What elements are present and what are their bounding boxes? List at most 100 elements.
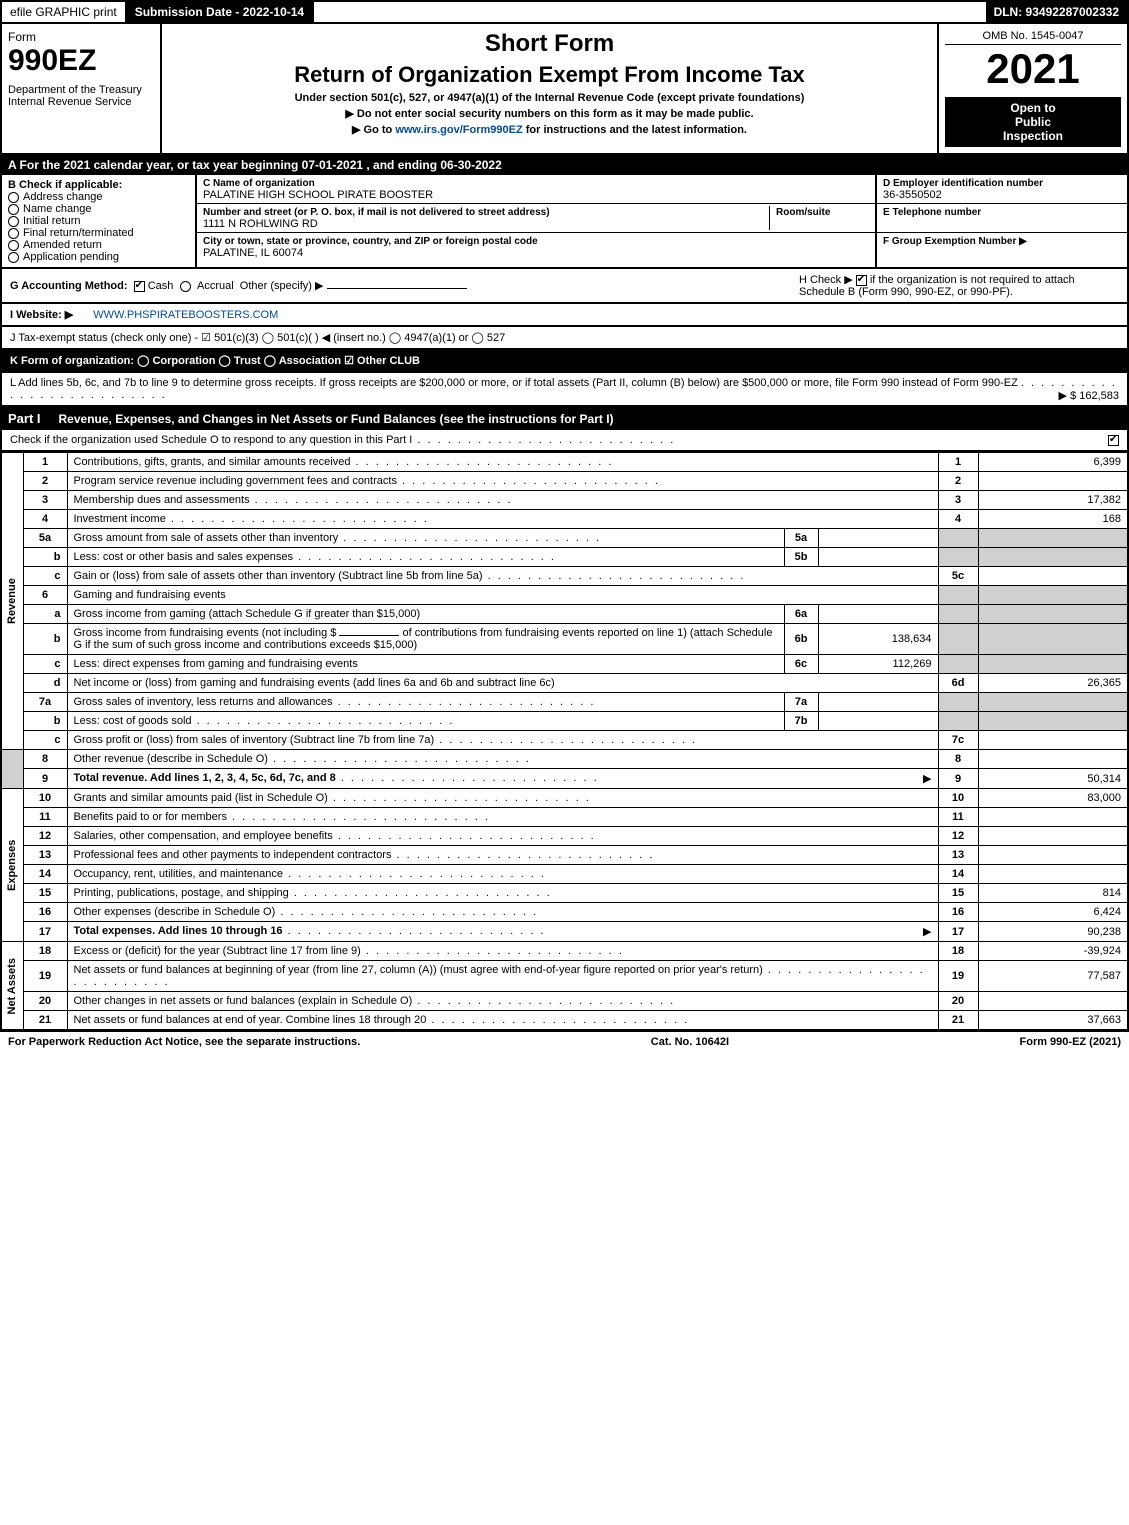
line-7b-text: Less: cost of goods sold [67, 712, 784, 731]
cb-accrual[interactable] [180, 281, 191, 292]
directive-goto: ▶ Go to www.irs.gov/Form990EZ for instru… [172, 123, 927, 136]
line-19-text: Net assets or fund balances at beginning… [67, 961, 938, 992]
line-5a-mini: 5a [784, 529, 818, 548]
section-i: I Website: ▶ WWW.PHSPIRATEBOOSTERS.COM [0, 304, 1129, 327]
line-5a-num: 5a [23, 529, 67, 548]
line-6-amt-grey [978, 586, 1128, 605]
line-15-amt: 814 [978, 884, 1128, 903]
short-form-title: Short Form [172, 30, 927, 58]
line-6-text: Gaming and fundraising events [67, 586, 938, 605]
page-footer: For Paperwork Reduction Act Notice, see … [0, 1031, 1129, 1052]
org-website[interactable]: WWW.PHSPIRATEBOOSTERS.COM [93, 309, 278, 321]
line-7b-mval [818, 712, 938, 731]
line-19-amt: 77,587 [978, 961, 1128, 992]
line-7a-amt-grey [978, 693, 1128, 712]
cb-schedule-o[interactable] [1108, 435, 1119, 446]
line-15-ref: 15 [938, 884, 978, 903]
efile-print[interactable]: efile GRAPHIC print [2, 2, 127, 22]
line-6b-num: b [23, 624, 67, 655]
line-1-ref: 1 [938, 453, 978, 472]
irs-link[interactable]: www.irs.gov/Form990EZ [395, 124, 522, 136]
line-5b-amt-grey [978, 548, 1128, 567]
line-5c-amt [978, 567, 1128, 586]
header-left: Form 990EZ Department of the Treasury In… [2, 24, 162, 153]
k-text: K Form of organization: ◯ Corporation ◯ … [10, 354, 420, 367]
line-21-ref: 21 [938, 1011, 978, 1031]
line-18-text: Excess or (deficit) for the year (Subtra… [67, 942, 938, 961]
header-center: Short Form Return of Organization Exempt… [162, 24, 937, 153]
e-phone-label: E Telephone number [883, 207, 981, 218]
line-8-text: Other revenue (describe in Schedule O) [67, 750, 938, 769]
line-8-amt [978, 750, 1128, 769]
line-5b-mval [818, 548, 938, 567]
l-amount: ▶ $ 162,583 [1059, 389, 1119, 402]
main-title: Return of Organization Exempt From Incom… [172, 62, 927, 88]
line-8-num: 8 [23, 750, 67, 769]
line-7a-ref-grey [938, 693, 978, 712]
cb-final-return[interactable]: Final return/terminated [8, 227, 189, 239]
line-5a-text: Gross amount from sale of assets other t… [67, 529, 784, 548]
line-9-text: Total revenue. Add lines 1, 2, 3, 4, 5c,… [67, 769, 938, 789]
line-6d-text: Net income or (loss) from gaming and fun… [67, 674, 938, 693]
org-street: 1111 N ROHLWING RD [203, 218, 318, 230]
line-10-text: Grants and similar amounts paid (list in… [67, 789, 938, 808]
line-11-num: 11 [23, 808, 67, 827]
line-20-ref: 20 [938, 992, 978, 1011]
dln: DLN: 93492287002332 [986, 2, 1127, 22]
line-12-num: 12 [23, 827, 67, 846]
open-to-public: Open to Public Inspection [945, 97, 1121, 147]
c-city-label: City or town, state or province, country… [203, 236, 538, 247]
line-6d-ref: 6d [938, 674, 978, 693]
j-text: J Tax-exempt status (check only one) - ☑… [10, 331, 505, 344]
line-17-num: 17 [23, 922, 67, 942]
line-4-num: 4 [23, 510, 67, 529]
line-6a-mini: 6a [784, 605, 818, 624]
line-14-num: 14 [23, 865, 67, 884]
cb-address-change[interactable]: Address change [8, 191, 189, 203]
line-6-num: 6 [23, 586, 67, 605]
cb-application-pending[interactable]: Application pending [8, 251, 189, 263]
line-18-amt: -39,924 [978, 942, 1128, 961]
line-4-amt: 168 [978, 510, 1128, 529]
line-7b-amt-grey [978, 712, 1128, 731]
line-5a-ref-grey [938, 529, 978, 548]
line-12-ref: 12 [938, 827, 978, 846]
cb-schedule-b[interactable] [856, 275, 867, 286]
part1-check-row: Check if the organization used Schedule … [0, 430, 1129, 452]
line-5c-num: c [23, 567, 67, 586]
line-15-text: Printing, publications, postage, and shi… [67, 884, 938, 903]
tax-year: 2021 [945, 45, 1121, 93]
line-1-text: Contributions, gifts, grants, and simila… [67, 453, 938, 472]
omb-number: OMB No. 1545-0047 [945, 30, 1121, 45]
line-13-num: 13 [23, 846, 67, 865]
revenue-vlabel: Revenue [1, 453, 23, 750]
dept-treasury: Department of the Treasury [8, 84, 154, 96]
line-6b-mini: 6b [784, 624, 818, 655]
cb-cash[interactable] [134, 281, 145, 292]
line-6d-amt: 26,365 [978, 674, 1128, 693]
line-18-ref: 18 [938, 942, 978, 961]
line-21-num: 21 [23, 1011, 67, 1031]
part1-header: Part I Revenue, Expenses, and Changes in… [0, 407, 1129, 430]
header-right: OMB No. 1545-0047 2021 Open to Public In… [937, 24, 1127, 153]
part1-title: Revenue, Expenses, and Changes in Net As… [59, 412, 1121, 426]
form-header: Form 990EZ Department of the Treasury In… [0, 24, 1129, 155]
line-6c-mini: 6c [784, 655, 818, 674]
cb-name-change[interactable]: Name change [8, 203, 189, 215]
line-5b-num: b [23, 548, 67, 567]
c-street-label: Number and street (or P. O. box, if mail… [203, 207, 550, 218]
section-a-tax-year: A For the 2021 calendar year, or tax yea… [0, 155, 1129, 175]
irs-label: Internal Revenue Service [8, 96, 154, 108]
line-6d-num: d [23, 674, 67, 693]
line-5a-amt-grey [978, 529, 1128, 548]
line-16-num: 16 [23, 903, 67, 922]
cb-initial-return[interactable]: Initial return [8, 215, 189, 227]
part1-check-text: Check if the organization used Schedule … [10, 434, 675, 446]
line-7a-num: 7a [23, 693, 67, 712]
line-6a-num: a [23, 605, 67, 624]
line-7b-mini: 7b [784, 712, 818, 731]
line-5b-text: Less: cost or other basis and sales expe… [67, 548, 784, 567]
cb-amended-return[interactable]: Amended return [8, 239, 189, 251]
line-6b-ref-grey [938, 624, 978, 655]
line-5b-ref-grey [938, 548, 978, 567]
